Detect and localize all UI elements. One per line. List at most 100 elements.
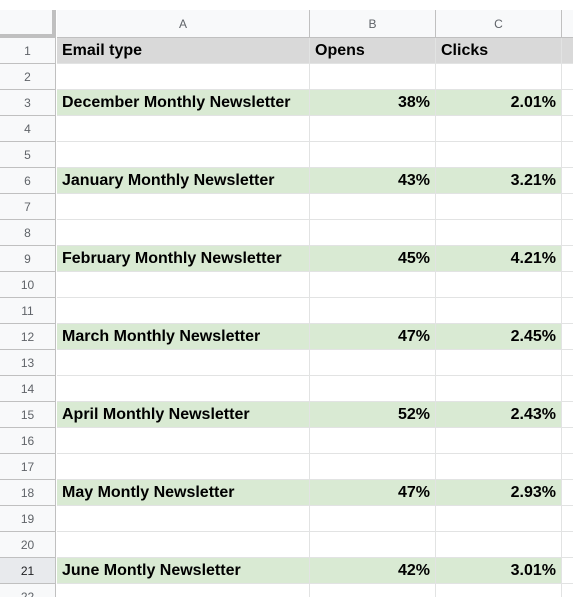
- cell-email-type[interactable]: May Montly Newsletter: [57, 480, 310, 506]
- cell-d[interactable]: [562, 64, 573, 90]
- cell-email-type[interactable]: [57, 584, 310, 597]
- cell-d[interactable]: [562, 90, 573, 116]
- cell-d[interactable]: [562, 116, 573, 142]
- cell-d[interactable]: [562, 532, 573, 558]
- cell-clicks[interactable]: 2.43%: [436, 402, 562, 428]
- cell-d[interactable]: [562, 350, 573, 376]
- cell-clicks[interactable]: [436, 532, 562, 558]
- cell-email-type[interactable]: [57, 116, 310, 142]
- cell-clicks[interactable]: [436, 350, 562, 376]
- cell-d[interactable]: [562, 402, 573, 428]
- cell-email-type[interactable]: [57, 142, 310, 168]
- cell-clicks[interactable]: 4.21%: [436, 246, 562, 272]
- cell-email-type[interactable]: March Monthly Newsletter: [57, 324, 310, 350]
- cell-clicks[interactable]: 2.93%: [436, 480, 562, 506]
- cell-d[interactable]: [562, 272, 573, 298]
- cell-clicks[interactable]: [436, 584, 562, 597]
- cell-opens[interactable]: [310, 64, 436, 90]
- cell-opens[interactable]: 47%: [310, 324, 436, 350]
- cell-d[interactable]: [562, 324, 573, 350]
- cell-opens[interactable]: [310, 350, 436, 376]
- row-number[interactable]: 17: [0, 454, 56, 480]
- cell-clicks[interactable]: [436, 194, 562, 220]
- cell-d[interactable]: [562, 428, 573, 454]
- row-number[interactable]: 10: [0, 272, 56, 298]
- row-number[interactable]: 9: [0, 246, 56, 272]
- header-cell-email-type[interactable]: Email type: [57, 38, 310, 64]
- cell-d[interactable]: [562, 194, 573, 220]
- select-all-corner[interactable]: [0, 10, 56, 38]
- row-number[interactable]: 8: [0, 220, 56, 246]
- cell-d[interactable]: [562, 142, 573, 168]
- row-number[interactable]: 12: [0, 324, 56, 350]
- cell-email-type[interactable]: December Monthly Newsletter: [57, 90, 310, 116]
- row-number[interactable]: 13: [0, 350, 56, 376]
- header-cell-clicks[interactable]: Clicks: [436, 38, 562, 64]
- cell-email-type[interactable]: [57, 220, 310, 246]
- cell-d[interactable]: [562, 584, 573, 597]
- row-number[interactable]: 18: [0, 480, 56, 506]
- cell-d[interactable]: [562, 246, 573, 272]
- cell-clicks[interactable]: [436, 272, 562, 298]
- cell-d[interactable]: [562, 480, 573, 506]
- row-number[interactable]: 14: [0, 376, 56, 402]
- cell-d[interactable]: [562, 38, 573, 64]
- cell-email-type[interactable]: [57, 532, 310, 558]
- row-number[interactable]: 2: [0, 64, 56, 90]
- column-header-c[interactable]: C: [436, 10, 562, 38]
- cell-opens[interactable]: [310, 116, 436, 142]
- cell-opens[interactable]: 47%: [310, 480, 436, 506]
- cell-clicks[interactable]: [436, 64, 562, 90]
- cell-email-type[interactable]: April Monthly Newsletter: [57, 402, 310, 428]
- cell-opens[interactable]: [310, 272, 436, 298]
- cell-opens[interactable]: [310, 194, 436, 220]
- row-number[interactable]: 11: [0, 298, 56, 324]
- row-number[interactable]: 21: [0, 558, 56, 584]
- row-number[interactable]: 20: [0, 532, 56, 558]
- cell-d[interactable]: [562, 298, 573, 324]
- cell-opens[interactable]: 43%: [310, 168, 436, 194]
- row-number[interactable]: 22: [0, 584, 56, 597]
- cell-d[interactable]: [562, 454, 573, 480]
- column-header-d[interactable]: [562, 10, 573, 38]
- cell-d[interactable]: [562, 220, 573, 246]
- cell-opens[interactable]: [310, 506, 436, 532]
- cell-email-type[interactable]: [57, 272, 310, 298]
- cell-opens[interactable]: [310, 428, 436, 454]
- cell-d[interactable]: [562, 506, 573, 532]
- header-cell-opens[interactable]: Opens: [310, 38, 436, 64]
- cell-email-type[interactable]: [57, 454, 310, 480]
- cell-email-type[interactable]: [57, 298, 310, 324]
- cell-email-type[interactable]: January Monthly Newsletter: [57, 168, 310, 194]
- cell-opens[interactable]: [310, 454, 436, 480]
- row-number[interactable]: 4: [0, 116, 56, 142]
- cell-email-type[interactable]: [57, 194, 310, 220]
- row-number[interactable]: 3: [0, 90, 56, 116]
- column-header-a[interactable]: A: [57, 10, 310, 38]
- cell-opens[interactable]: [310, 376, 436, 402]
- row-number[interactable]: 6: [0, 168, 56, 194]
- row-number[interactable]: 16: [0, 428, 56, 454]
- row-number[interactable]: 19: [0, 506, 56, 532]
- row-number[interactable]: 7: [0, 194, 56, 220]
- cell-clicks[interactable]: [436, 428, 562, 454]
- cell-opens[interactable]: 45%: [310, 246, 436, 272]
- cell-opens[interactable]: 52%: [310, 402, 436, 428]
- cell-clicks[interactable]: 2.45%: [436, 324, 562, 350]
- cell-email-type[interactable]: [57, 506, 310, 532]
- row-number[interactable]: 5: [0, 142, 56, 168]
- cell-clicks[interactable]: [436, 142, 562, 168]
- cell-opens[interactable]: 42%: [310, 558, 436, 584]
- cell-email-type[interactable]: [57, 64, 310, 90]
- cell-email-type[interactable]: [57, 350, 310, 376]
- cell-email-type[interactable]: February Monthly Newsletter: [57, 246, 310, 272]
- cell-opens[interactable]: 38%: [310, 90, 436, 116]
- cell-opens[interactable]: [310, 584, 436, 597]
- cell-d[interactable]: [562, 376, 573, 402]
- cell-d[interactable]: [562, 168, 573, 194]
- cell-d[interactable]: [562, 558, 573, 584]
- cell-clicks[interactable]: [436, 298, 562, 324]
- cell-email-type[interactable]: [57, 376, 310, 402]
- cell-clicks[interactable]: 3.01%: [436, 558, 562, 584]
- column-header-b[interactable]: B: [310, 10, 436, 38]
